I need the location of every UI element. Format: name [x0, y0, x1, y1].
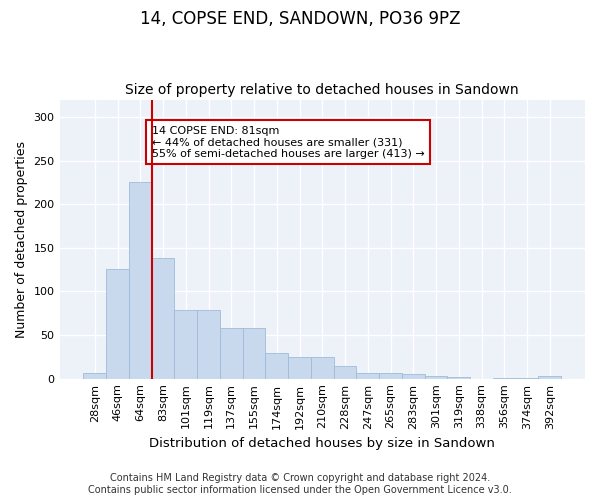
Text: 14 COPSE END: 81sqm
← 44% of detached houses are smaller (331)
55% of semi-detac: 14 COPSE END: 81sqm ← 44% of detached ho… [152, 126, 424, 159]
Bar [334, 366, 356, 378]
Bar [129, 182, 152, 378]
Text: 14, COPSE END, SANDOWN, PO36 9PZ: 14, COPSE END, SANDOWN, PO36 9PZ [140, 10, 460, 28]
Bar [311, 357, 334, 378]
Title: Size of property relative to detached houses in Sandown: Size of property relative to detached ho… [125, 83, 519, 97]
Text: Contains HM Land Registry data © Crown copyright and database right 2024.
Contai: Contains HM Land Registry data © Crown c… [88, 474, 512, 495]
Bar [106, 269, 129, 378]
Bar [242, 328, 265, 378]
Bar [356, 372, 379, 378]
Y-axis label: Number of detached properties: Number of detached properties [15, 140, 28, 338]
Bar [448, 377, 470, 378]
Bar [152, 258, 175, 378]
Bar [288, 357, 311, 378]
Bar [538, 376, 561, 378]
Bar [265, 352, 288, 378]
Bar [425, 376, 448, 378]
Bar [402, 374, 425, 378]
Bar [379, 372, 402, 378]
Bar [175, 310, 197, 378]
Bar [197, 310, 220, 378]
X-axis label: Distribution of detached houses by size in Sandown: Distribution of detached houses by size … [149, 437, 495, 450]
Bar [220, 328, 242, 378]
Bar [83, 372, 106, 378]
